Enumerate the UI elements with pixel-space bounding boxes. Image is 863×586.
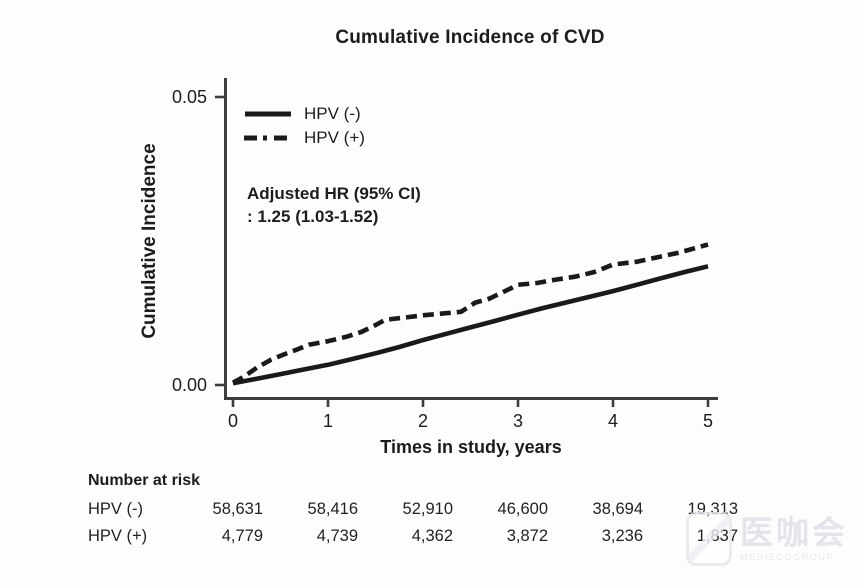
hr-annotation-line2: : 1.25 (1.03-1.52) bbox=[247, 207, 379, 226]
risk-cell: 46,600 bbox=[497, 500, 548, 518]
x-axis-title: Times in study, years bbox=[380, 437, 562, 457]
risk-cell: 3,872 bbox=[506, 527, 548, 545]
x-tick-label: 0 bbox=[228, 411, 238, 431]
risk-table-header: Number at risk bbox=[88, 472, 201, 489]
chart-title: Cumulative Incidence of CVD bbox=[335, 27, 605, 48]
curve-hpv-positive bbox=[231, 242, 709, 385]
legend-label-hpv-negative: HPV (-) bbox=[304, 104, 361, 123]
x-tick-label: 3 bbox=[513, 411, 523, 431]
risk-cell: 58,416 bbox=[307, 500, 358, 518]
risk-cell: 1,837 bbox=[696, 527, 738, 545]
x-tick-label: 4 bbox=[608, 411, 618, 431]
curve-hpv-negative bbox=[232, 264, 709, 386]
x-tick-label: 2 bbox=[418, 411, 428, 431]
risk-cell: 38,694 bbox=[592, 500, 643, 518]
risk-cell: 4,779 bbox=[221, 527, 263, 545]
hr-annotation-line1: Adjusted HR (95% CI) bbox=[247, 184, 421, 203]
legend-label-hpv-positive: HPV (+) bbox=[304, 128, 365, 147]
risk-cell: 52,910 bbox=[402, 500, 453, 518]
x-tick-label: 1 bbox=[323, 411, 333, 431]
risk-row-label: HPV (+) bbox=[88, 527, 148, 545]
risk-row-label: HPV (-) bbox=[88, 500, 143, 518]
y-tick-label: 0.05 bbox=[172, 87, 207, 107]
y-tick-label: 0.00 bbox=[172, 375, 207, 395]
risk-cell: 19,313 bbox=[687, 500, 738, 518]
risk-cell: 58,631 bbox=[212, 500, 263, 518]
risk-cell: 4,739 bbox=[316, 527, 358, 545]
legend-line-solid-icon bbox=[245, 111, 291, 117]
legend-line-dashed-icon bbox=[244, 135, 293, 141]
x-tick-label: 5 bbox=[703, 411, 713, 431]
series-lines bbox=[231, 242, 709, 386]
legend-item-hpv-negative: HPV (-) bbox=[243, 104, 361, 124]
y-ticks: 0.00 0.05 bbox=[172, 87, 225, 395]
legend-item-hpv-positive: HPV (+) bbox=[243, 128, 365, 148]
x-ticks: 0 1 2 3 4 5 bbox=[228, 398, 713, 431]
risk-cell: 3,236 bbox=[601, 527, 643, 545]
risk-cell: 4,362 bbox=[411, 527, 453, 545]
